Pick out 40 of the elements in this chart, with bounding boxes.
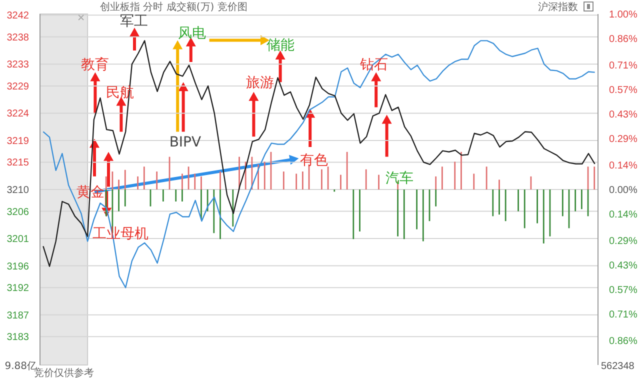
annotation: 储能: [266, 38, 294, 54]
annotation: 教育: [81, 56, 110, 74]
y2-tick-label: 0.71%: [609, 60, 638, 72]
y-tick-label: 3196: [6, 261, 30, 272]
y2-tick-label: 0.29%: [609, 134, 638, 146]
y2-tick-label: 0.29%: [609, 236, 638, 247]
y2-tick-label: 0.14%: [609, 210, 638, 221]
y2-tick-label: 1.00%: [609, 10, 638, 20]
chart-subtitle: 沪深指数: [538, 1, 578, 13]
y2-tick-label: 0.86%: [609, 336, 638, 347]
annotation: 旅游: [246, 75, 274, 92]
y2-tick-label: 0.57%: [609, 285, 638, 296]
annotation: 钻石: [359, 57, 388, 74]
y-tick-label: 3187: [6, 310, 30, 322]
y-tick-label: 3201: [6, 234, 30, 246]
y2-tick-label: 0.14%: [609, 160, 638, 172]
chart-title: 创业板指 分时 成交额(万) 竞价图: [100, 1, 248, 13]
y-tick-label: 3233: [6, 60, 30, 71]
y-tick-label: 3210: [6, 185, 30, 196]
y2-tick-label: 0.86%: [609, 34, 638, 46]
y2-tick-label: 0.57%: [609, 84, 638, 96]
y2-tick-label: 0.00%: [609, 185, 638, 196]
y-tick-label: 3219: [6, 136, 30, 147]
annotation: 汽车: [386, 170, 414, 187]
y2-tick-label: 0.71%: [609, 310, 638, 321]
y-tick-label: 3238: [6, 32, 30, 44]
annotation: 风电: [178, 26, 206, 42]
y-tick-label: 3224: [6, 108, 30, 120]
y-tick-label: 3183: [6, 332, 30, 344]
y-tick-label: 3229: [6, 81, 30, 92]
y-tick-label: 3206: [6, 206, 30, 218]
y-tick-label: 3242: [6, 10, 30, 22]
annotation: 有色: [300, 152, 328, 169]
text: 562348: [601, 361, 635, 372]
y2-tick-label: 0.43%: [609, 260, 638, 272]
y2-tick-label: 0.43%: [609, 110, 638, 121]
y-tick-label: 3192: [6, 283, 30, 294]
annotation: 军工: [120, 14, 148, 30]
annotation: BIPV: [169, 134, 202, 151]
y-tick-label: 3215: [6, 158, 30, 169]
